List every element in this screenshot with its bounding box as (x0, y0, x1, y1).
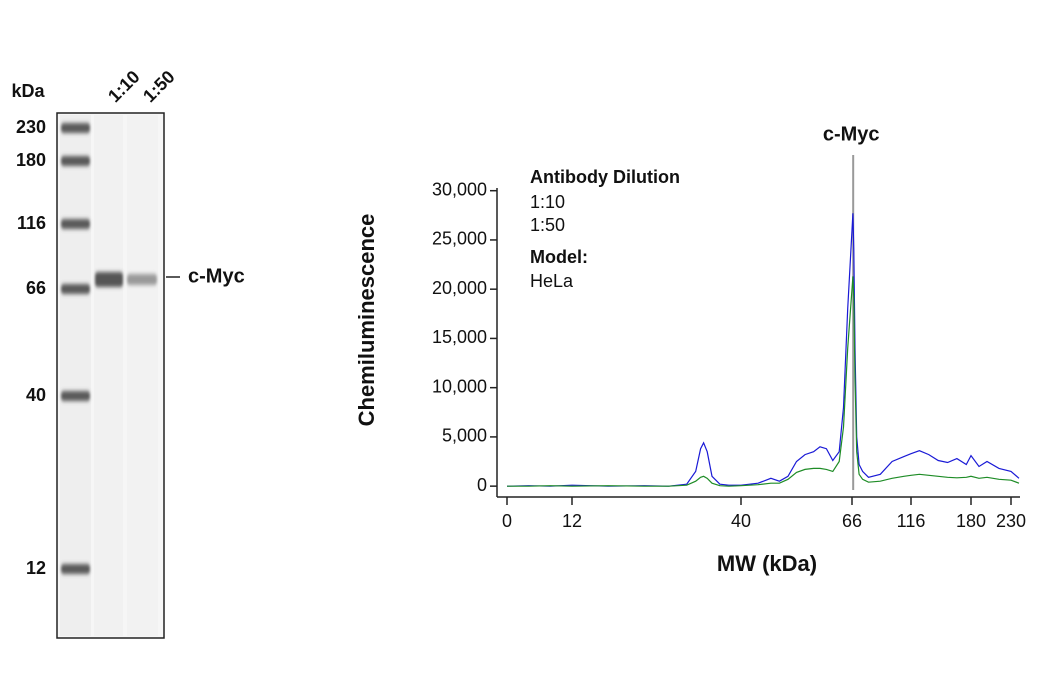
legend-title: Antibody Dilution (530, 167, 680, 187)
model-label: Model: (530, 247, 588, 267)
lane (127, 115, 158, 636)
x-tick-label: 180 (956, 511, 986, 531)
y-tick-label: 0 (477, 475, 487, 495)
y-axis-label: Chemiluminescence (354, 214, 379, 427)
marker-label: 66 (26, 278, 46, 298)
annotation-label: c-Myc (823, 123, 880, 145)
marker-label: 40 (26, 385, 46, 405)
lane-label: 1:10 (104, 67, 144, 107)
unit-label: kDa (11, 81, 45, 101)
band (95, 272, 123, 287)
ladder-lane (60, 115, 91, 636)
marker-label: 230 (16, 117, 46, 137)
lane-label: 1:50 (139, 67, 179, 107)
y-tick-label: 30,000 (432, 179, 487, 199)
ladder-band (61, 219, 90, 229)
x-tick-label: 66 (842, 511, 862, 531)
lane (94, 115, 123, 636)
ladder-band (61, 391, 90, 401)
legend-entry: 1:50 (530, 215, 565, 235)
series-line (507, 276, 1020, 487)
model: HeLa (530, 271, 574, 291)
band (127, 274, 157, 285)
marker-label: 116 (17, 213, 46, 233)
ladder-band (61, 123, 90, 133)
ladder-band (61, 284, 90, 294)
y-tick-label: 10,000 (432, 376, 487, 396)
x-tick-label: 12 (562, 511, 582, 531)
x-tick-label: 0 (502, 511, 512, 531)
x-tick-label: 40 (731, 511, 751, 531)
y-tick-label: 25,000 (432, 229, 487, 249)
y-tick-label: 20,000 (432, 278, 487, 298)
x-tick-label: 230 (996, 511, 1026, 531)
series-line (506, 213, 1020, 487)
band-label: c-Myc (188, 265, 245, 287)
marker-label: 180 (16, 150, 46, 170)
y-tick-label: 5,000 (442, 426, 487, 446)
marker-label: 12 (26, 558, 46, 578)
ladder-band (61, 564, 90, 574)
ladder-band (61, 156, 90, 166)
legend-entry: 1:10 (530, 192, 565, 212)
x-tick-label: 116 (897, 511, 926, 531)
y-tick-label: 15,000 (432, 327, 487, 347)
x-axis-label: MW (kDa) (717, 551, 817, 576)
